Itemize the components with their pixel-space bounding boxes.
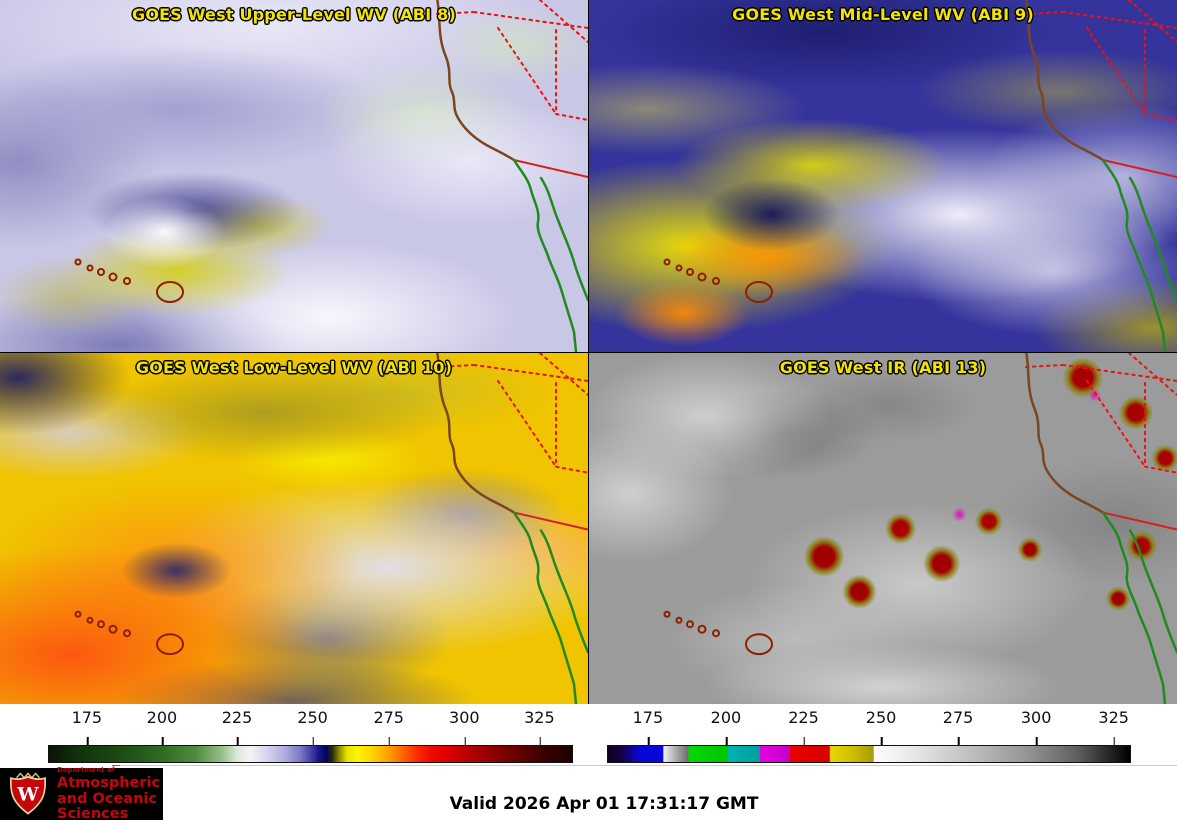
colorbar-tick-label: 200 [710,708,742,745]
panel-title: GOES West Low-Level WV (ABI 10) [135,358,453,377]
logo-line-2: and Oceanic Sciences [57,791,157,820]
footer: W Department of Atmospheric and Oceanic … [0,765,1177,820]
satellite-panel-grid: GOES West Upper-Level WV (ABI 8) GOES We… [0,0,1177,704]
uw-crest-icon: W [9,772,47,815]
ir-imagery [589,353,1177,704]
wv-colorbar-scale: 175 200 225 250 275 300 325 [48,704,573,766]
panel-title: GOES West IR (ABI 13) [779,358,987,377]
wv-colorbar-legend: 175 200 225 250 275 300 325 [0,704,588,766]
mid-level-wv-imagery [589,0,1177,352]
panel-low-level-wv: GOES West Low-Level WV (ABI 10) [0,353,588,704]
wv-colorbar [48,745,573,763]
colorbar-tick-label: 300 [1020,708,1052,745]
ir-colorbar [607,745,1131,763]
aos-logo-text: Department of Atmospheric and Oceanic Sc… [57,765,163,820]
colorbar-tick-label: 275 [373,708,404,745]
panel-title: GOES West Upper-Level WV (ABI 8) [132,5,456,24]
aos-logo: W Department of Atmospheric and Oceanic … [0,765,163,820]
logo-line-1: Atmospheric [57,774,161,791]
colorbar-tick-label: 275 [942,708,974,745]
ir-colorbar-scale: 175 200 225 250 275 300 325 [607,704,1131,766]
colorbar-tick-label: 225 [221,708,253,745]
colorbar-tick-label: 325 [1098,708,1129,745]
valid-timestamp: Valid 2026 Apr 01 17:31:17 GMT [449,794,759,814]
colorbar-tick-label: 325 [524,708,555,745]
ir-colorbar-legend: 175 200 225 250 275 300 325 [589,704,1177,766]
logo-dept-line: Department of [57,765,115,774]
svg-text:W: W [16,783,39,806]
colorbar-tick-label: 250 [297,708,328,745]
colorbar-legend-row: 175 200 225 250 275 300 325 175 200 225 … [0,704,1177,766]
low-level-wv-imagery [0,353,588,704]
colorbar-tick-label: 200 [146,708,178,745]
panel-ir: GOES West IR (ABI 13) [589,353,1177,704]
panel-title: GOES West Mid-Level WV (ABI 9) [732,5,1034,24]
colorbar-tick-label: 250 [865,708,897,745]
colorbar-tick-label: 175 [71,708,103,745]
colorbar-tick-label: 175 [632,708,664,745]
panel-upper-level-wv: GOES West Upper-Level WV (ABI 8) [0,0,588,352]
panel-mid-level-wv: GOES West Mid-Level WV (ABI 9) [589,0,1177,352]
colorbar-tick-label: 225 [788,708,819,745]
colorbar-tick-label: 300 [449,708,480,745]
upper-level-wv-imagery [0,0,588,352]
footer-divider-line [112,765,1177,766]
